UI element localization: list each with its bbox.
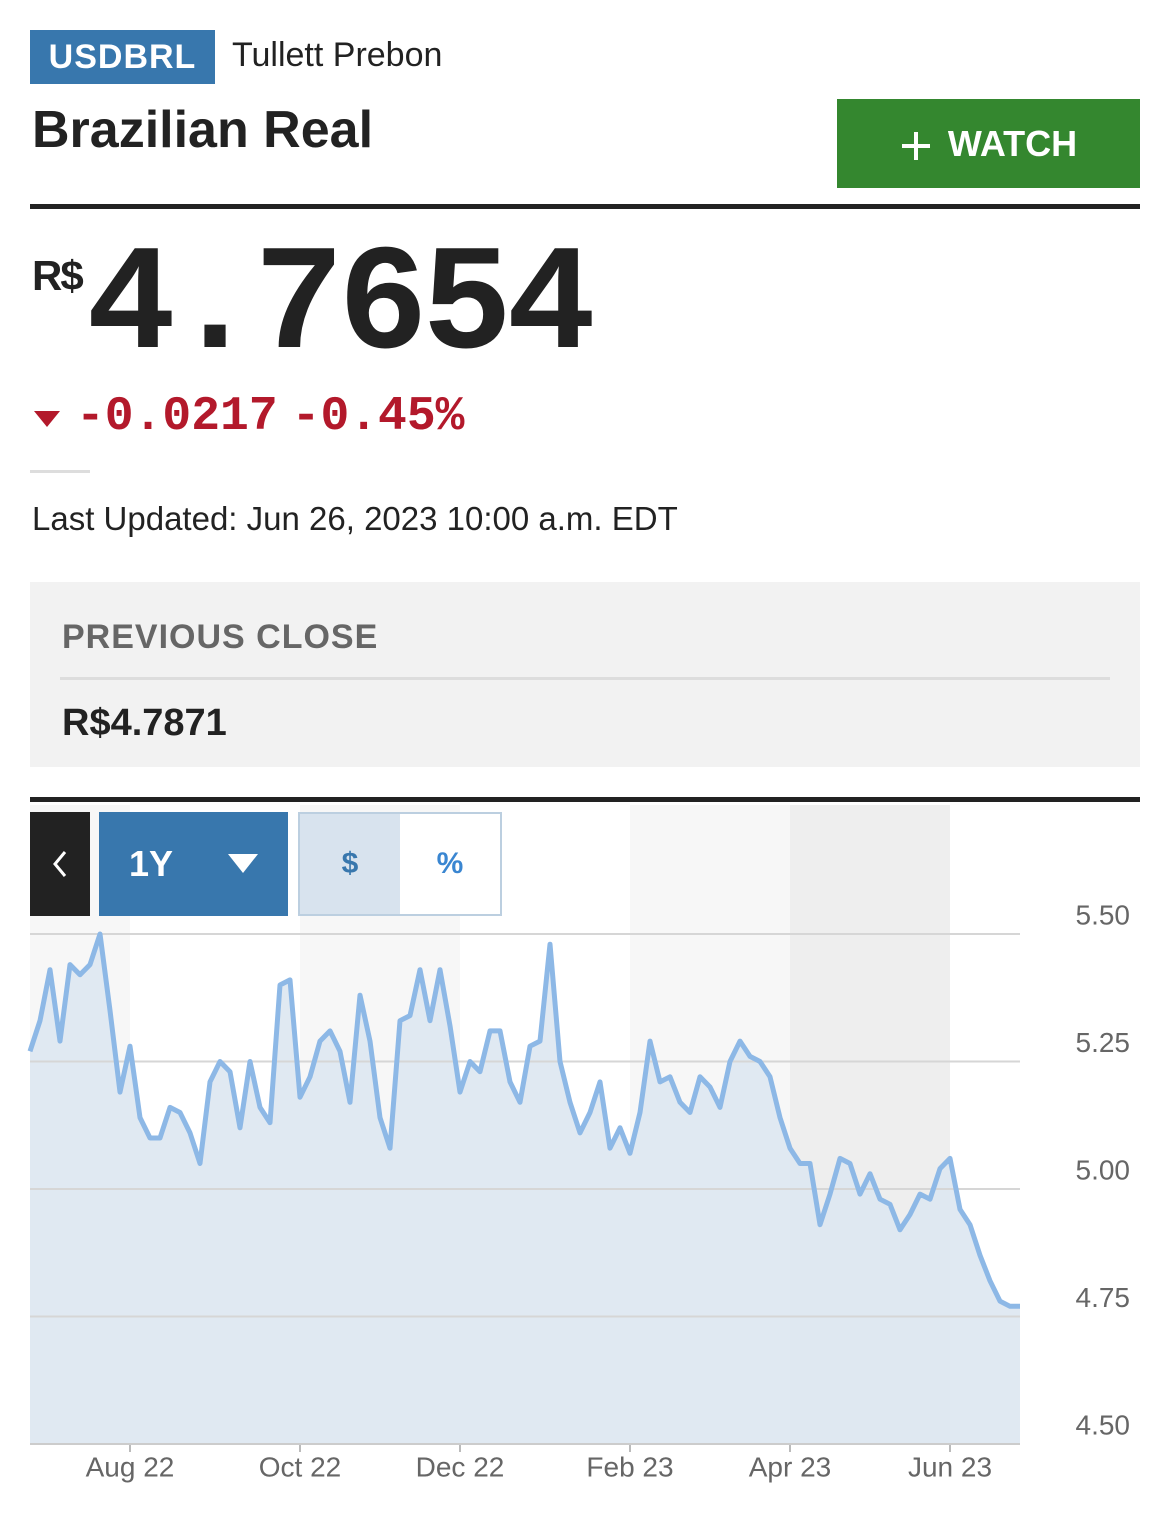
x-tick-label: Oct 22 — [259, 1451, 341, 1482]
x-tick-label: Apr 23 — [749, 1451, 832, 1482]
divider — [60, 677, 1110, 680]
price-line — [27, 931, 1020, 1309]
percent-label: % — [436, 847, 464, 880]
currency-symbol: R$ — [32, 252, 84, 299]
y-tick-label: 4.50 — [1076, 1409, 1131, 1440]
down-arrow — [34, 411, 60, 427]
chevron-icon — [53, 850, 67, 877]
range-label: 1Y — [129, 843, 174, 884]
y-tick-label: 5.50 — [1076, 899, 1131, 930]
divider — [30, 470, 90, 473]
dropdown-arrow — [228, 854, 258, 873]
change: -0.0217 -0.45% — [32, 390, 478, 444]
instrument-title: Brazilian Real — [32, 101, 374, 159]
range-select[interactable]: 1Y — [99, 812, 288, 916]
previous-close-value: R$4.7871 — [62, 702, 227, 744]
change-value: -0.0217 — [76, 390, 278, 444]
price: 4.7654 — [86, 223, 596, 393]
divider — [30, 797, 1140, 802]
ticker-badge: USDBRL — [30, 30, 215, 84]
x-tick-label: Feb 23 — [586, 1451, 673, 1482]
dollar-label: $ — [341, 847, 359, 880]
y-tick-label: 4.75 — [1076, 1282, 1131, 1313]
last-updated: Last Updated: Jun 26, 2023 10:00 a.m. ED… — [32, 500, 678, 537]
watch-button[interactable]: WATCH — [837, 99, 1140, 188]
source: Tullett Prebon — [232, 36, 443, 74]
x-tick-label: Dec 22 — [416, 1451, 505, 1482]
previous-close-label: PREVIOUS CLOSE — [62, 618, 379, 656]
previous-close-panel: PREVIOUS CLOSE R$4.7871 — [30, 582, 1140, 767]
x-tick-label: Jun 23 — [908, 1451, 992, 1482]
divider — [30, 204, 1140, 209]
x-tick-label: Aug 22 — [86, 1451, 175, 1482]
plus-icon — [901, 132, 930, 161]
change-percent: -0.45% — [291, 390, 465, 444]
back-button[interactable] — [30, 812, 90, 916]
y-tick-label: 5.00 — [1076, 1154, 1131, 1185]
dollar-toggle[interactable]: $ — [298, 812, 402, 916]
y-tick-label: 5.25 — [1076, 1027, 1131, 1058]
watch-label: WATCH — [947, 123, 1078, 164]
percent-toggle[interactable]: % — [400, 812, 502, 916]
